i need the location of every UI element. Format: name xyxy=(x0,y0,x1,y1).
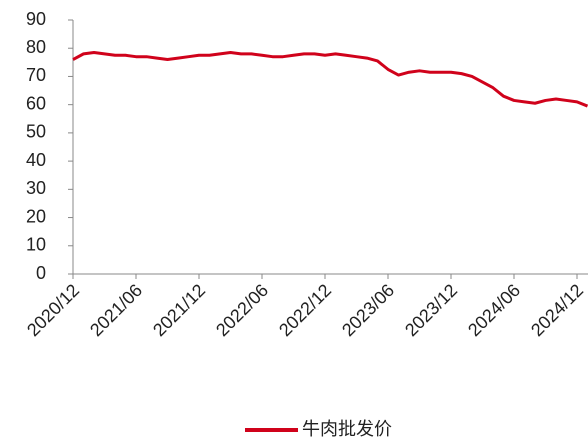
y-tick-label: 50 xyxy=(26,122,46,142)
y-tick-label: 40 xyxy=(26,150,46,170)
x-tick-label: 2021/06 xyxy=(86,280,146,340)
x-tick-label: 2021/12 xyxy=(149,280,209,340)
y-tick-label: 20 xyxy=(26,206,46,226)
legend-label: 牛肉批发价 xyxy=(302,419,392,439)
y-tick-label: 60 xyxy=(26,93,46,113)
x-tick-label: 2022/12 xyxy=(275,280,335,340)
x-tick-label: 2024/06 xyxy=(464,280,524,340)
x-tick-label: 2023/12 xyxy=(401,280,461,340)
y-tick-label: 30 xyxy=(26,178,46,198)
y-tick-label: 90 xyxy=(26,9,46,29)
x-tick-label: 2020/12 xyxy=(23,280,83,340)
y-tick-label: 10 xyxy=(26,235,46,255)
x-tick-label: 2024/12 xyxy=(527,280,587,340)
y-tick-label: 80 xyxy=(26,37,46,57)
y-tick-label: 70 xyxy=(26,65,46,85)
line-series xyxy=(72,50,588,108)
x-tick-label: 2022/06 xyxy=(212,280,272,340)
y-tick-label: 0 xyxy=(36,263,46,283)
x-tick-label: 2023/06 xyxy=(338,280,398,340)
